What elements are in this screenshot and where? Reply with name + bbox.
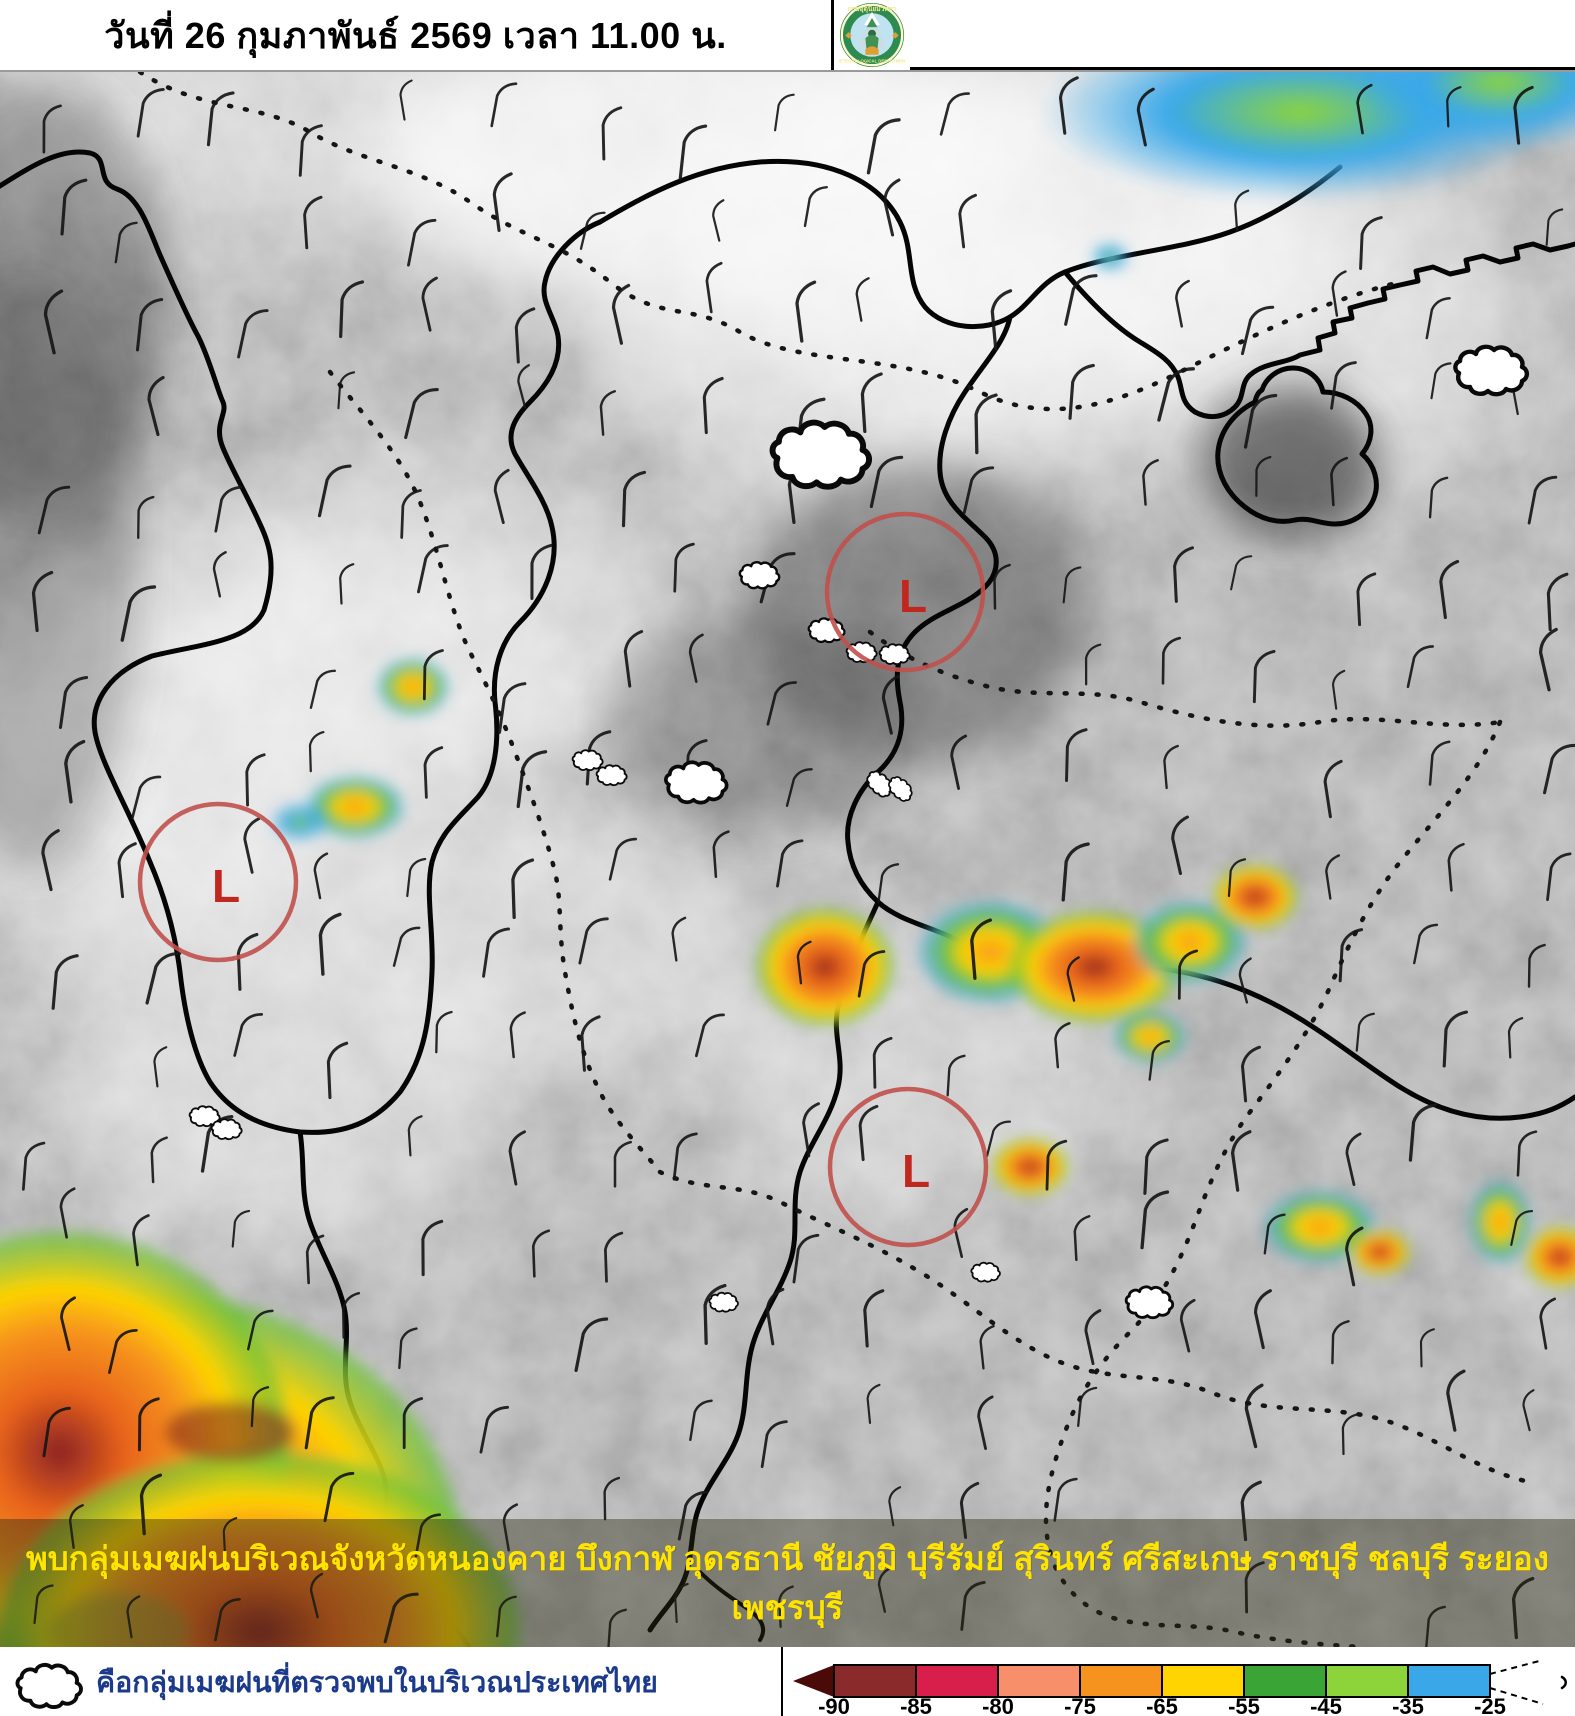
svg-text:L: L — [212, 860, 240, 912]
svg-text:-35: -35 — [1392, 1694, 1424, 1716]
svg-text:L: L — [899, 570, 927, 622]
svg-text:-75: -75 — [1064, 1694, 1096, 1716]
svg-text:-85: -85 — [900, 1694, 932, 1716]
svg-text:L: L — [902, 1145, 930, 1197]
svg-text:-25: -25 — [1474, 1694, 1506, 1716]
svg-text:-90: -90 — [818, 1694, 850, 1716]
svg-text:-55: -55 — [1228, 1694, 1260, 1716]
svg-text:กรมอุตุนิยมวิทยา: กรมอุตุนิยมวิทยา — [848, 5, 897, 13]
svg-text:-65: -65 — [1146, 1694, 1178, 1716]
svg-text:-45: -45 — [1310, 1694, 1342, 1716]
svg-text:METEOROLOGICAL DEPARTMENT: METEOROLOGICAL DEPARTMENT — [839, 59, 905, 64]
svg-text:-80: -80 — [982, 1694, 1014, 1716]
